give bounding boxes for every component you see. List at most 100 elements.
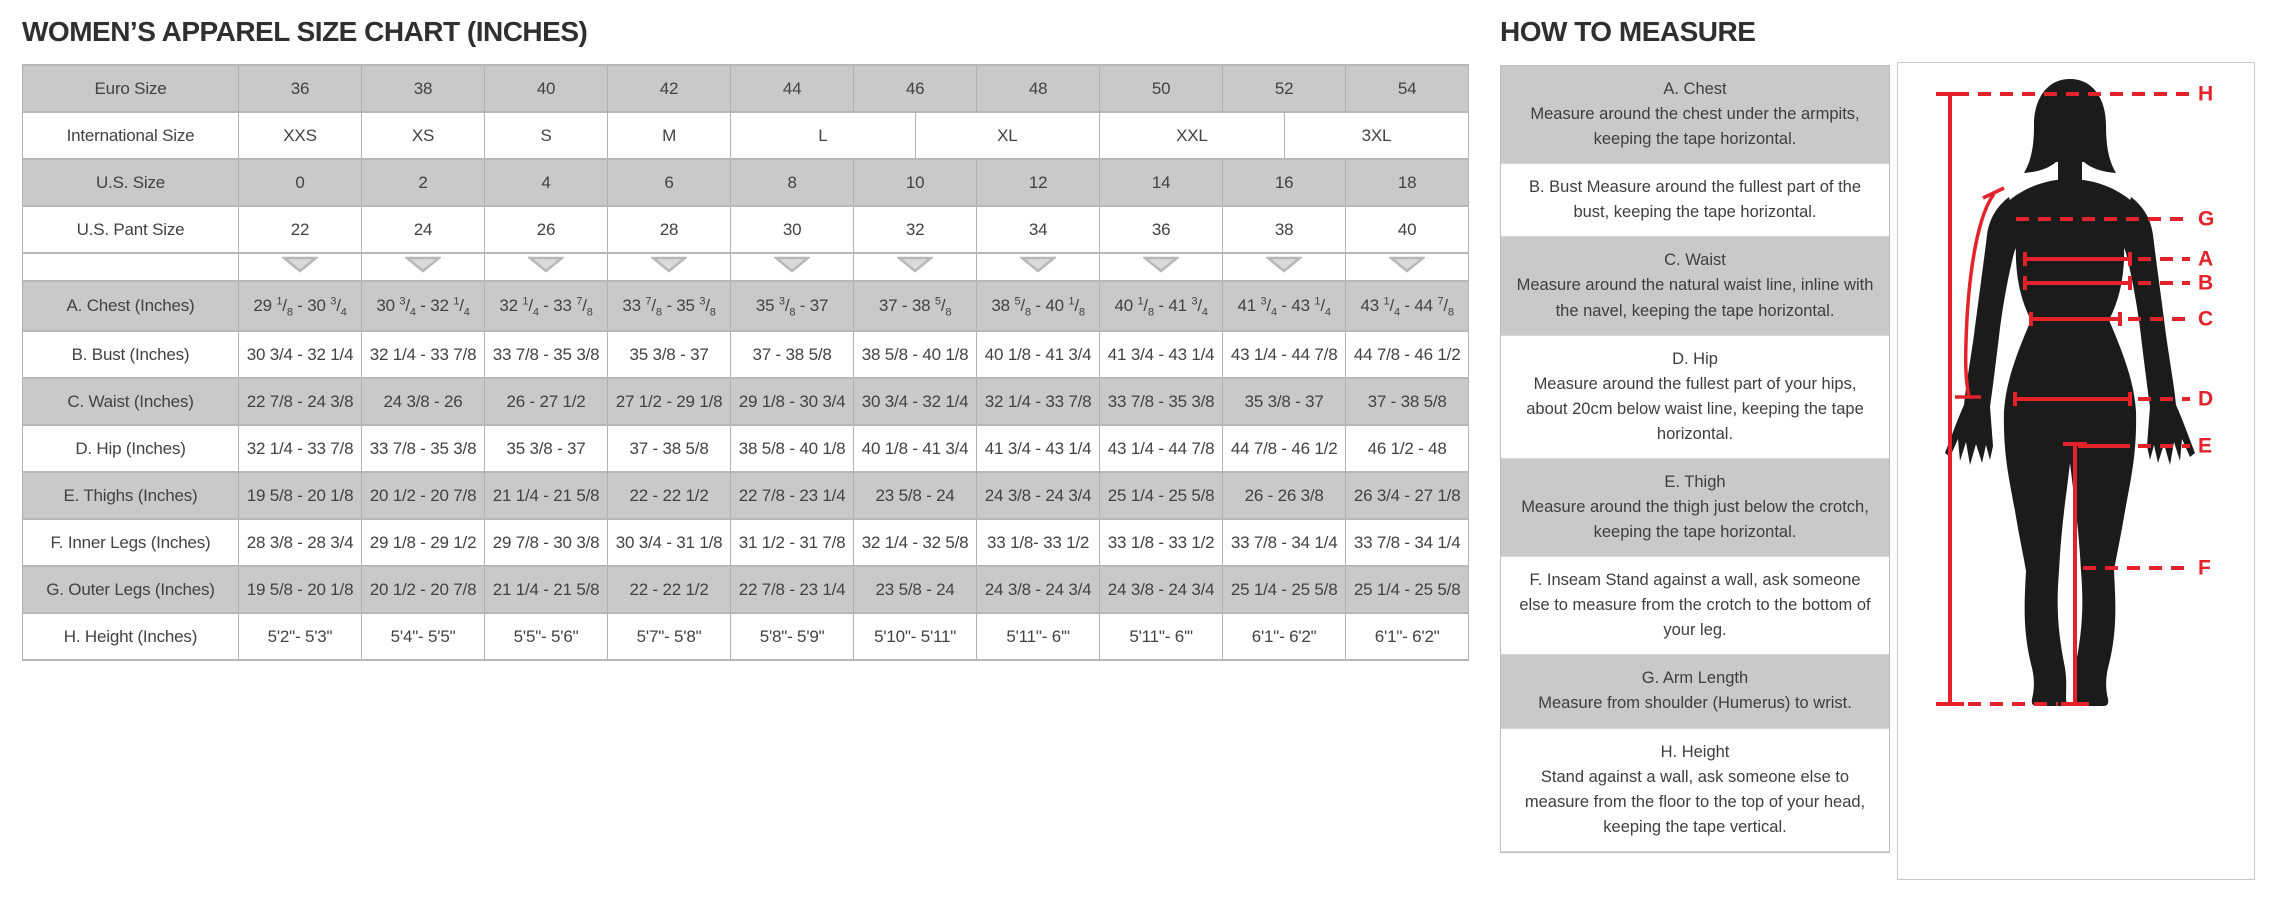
table-cell: 24 — [361, 205, 486, 254]
measure-instruction-title: D. Hip — [1672, 349, 1718, 368]
table-row: F. Inner Legs (Inches) 28 3/8 - 28 3/4 29 … — [22, 518, 1470, 567]
table-cell: 5'7"- 5'8" — [607, 612, 732, 661]
measure-instruction: A. Chest Measure around the chest under t… — [1501, 66, 1889, 165]
table-cell: 5'2"- 5'3" — [237, 612, 363, 661]
arrow-cell — [1099, 252, 1224, 282]
table-cell: 22 - 22 1/2 — [607, 565, 732, 614]
measure-instructions-list: A. Chest Measure around the chest under t… — [1500, 65, 1890, 853]
column-arrow-icon — [895, 256, 935, 273]
table-cell: 33 1/8 - 33 1/2 — [1099, 518, 1224, 567]
table-cell: 35 3/8 - 37 — [1222, 377, 1347, 426]
table-cell: 33 7/8 - 35 3/8 — [484, 330, 609, 379]
table-cell: 25 1/4 - 25 5/8 — [1222, 565, 1347, 614]
measure-instruction-text: Measure around the thigh just below the … — [1521, 498, 1869, 542]
table-cell: 34 — [976, 205, 1101, 254]
column-arrow-icon — [772, 256, 812, 273]
table-cell: 22 7/8 - 23 1/4 — [730, 565, 855, 614]
arrow-cell — [361, 252, 486, 282]
column-arrow-icon — [280, 256, 320, 273]
table-cell: 48 — [976, 64, 1101, 113]
row-label: D. Hip (Inches) — [22, 424, 239, 473]
table-cell: 37 - 38 5/8 — [607, 424, 732, 473]
table-cell: 38 5/8 - 40 1/8 — [730, 424, 855, 473]
table-cell: 24 3/8 - 24 3/4 — [1099, 565, 1224, 614]
table-cell: M — [607, 111, 732, 160]
table-cell: 22 — [237, 205, 363, 254]
figure-label-H: H — [2198, 83, 2213, 106]
table-cell: 41 3/4 - 43 1/4 — [1222, 280, 1347, 332]
table-cell: 33 7/8 - 35 3/8 — [607, 280, 732, 332]
table-cell: 40 — [1345, 205, 1470, 254]
row-label: B. Bust (Inches) — [22, 330, 239, 379]
table-cell: 37 - 38 5/8 — [853, 280, 978, 332]
measure-instruction-text: Stand against a wall, ask someone else t… — [1524, 767, 1866, 836]
measure-instruction-title: A. Chest — [1663, 80, 1727, 98]
table-cell: 33 7/8 - 35 3/8 — [361, 424, 486, 473]
table-cell: 36 — [1099, 205, 1224, 254]
row-label: G. Outer Legs (Inches) — [22, 565, 239, 614]
table-cell: 28 — [607, 205, 732, 254]
table-cell: 35 3/8 - 37 — [730, 280, 855, 332]
table-row: International Size XXS XS S M L XL XXL 3XL — [22, 111, 1470, 160]
table-cell: 16 — [1222, 158, 1347, 207]
measure-instruction: C. Waist Measure around the natural waist… — [1501, 237, 1889, 336]
table-cell: 22 7/8 - 23 1/4 — [730, 471, 855, 520]
column-arrow-icon — [526, 256, 566, 273]
arrow-cell — [976, 252, 1101, 282]
table-row: E. Thighs (Inches) 19 5/8 - 20 1/8 20 1/2 … — [22, 471, 1470, 520]
figure-label-F: F — [2198, 557, 2211, 580]
row-label: C. Waist (Inches) — [22, 377, 239, 426]
table-cell: 54 — [1345, 64, 1470, 113]
table-row: D. Hip (Inches) 32 1/4 - 33 7/8 33 7/8 - 3… — [22, 424, 1470, 473]
table-cell: 30 3/4 - 31 1/8 — [607, 518, 732, 567]
table-cell: 37 - 38 5/8 — [1345, 377, 1470, 426]
figure-label-G: G — [2198, 208, 2214, 231]
table-cell: 46 1/2 - 48 — [1345, 424, 1470, 473]
table-cell: 30 3/4 - 32 1/4 — [237, 330, 363, 379]
table-cell: 29 1/8 - 30 3/4 — [730, 377, 855, 426]
column-arrow-icon — [403, 256, 443, 273]
table-cell: 41 3/4 - 43 1/4 — [1099, 330, 1224, 379]
table-cell: 5'11"- 6'" — [1099, 612, 1224, 661]
column-arrow-icon — [1264, 256, 1304, 273]
table-cell: 10 — [853, 158, 978, 207]
table-cell: 6'1"- 6'2" — [1222, 612, 1347, 661]
measurement-lines — [1936, 92, 2190, 706]
table-cell: 32 1/4 - 33 7/8 — [237, 424, 363, 473]
column-arrow-icon — [1018, 256, 1058, 273]
table-cell: XL — [914, 111, 1101, 160]
figure-label-B: B — [2198, 272, 2213, 295]
measure-instruction: G. Arm Length Measure from shoulder (Hume… — [1501, 655, 1889, 729]
figure-label-E: E — [2198, 435, 2212, 458]
table-cell: 5'5"- 5'6" — [484, 612, 609, 661]
column-arrow-icon — [649, 256, 689, 273]
table-cell: 18 — [1345, 158, 1470, 207]
arrow-cell — [607, 252, 732, 282]
arrow-cell — [853, 252, 978, 282]
table-cell: 29 1/8 - 30 3/4 — [237, 280, 363, 332]
table-cell: 21 1/4 - 21 5/8 — [484, 471, 609, 520]
table-row — [22, 252, 1470, 282]
table-cell: 6'1"- 6'2" — [1345, 612, 1470, 661]
table-cell: 8 — [730, 158, 855, 207]
how-to-measure-title: HOW TO MEASURE — [1500, 16, 1756, 47]
row-label: Euro Size — [22, 64, 239, 113]
table-cell: 20 1/2 - 20 7/8 — [361, 471, 486, 520]
table-cell: 31 1/2 - 31 7/8 — [730, 518, 855, 567]
table-cell: 50 — [1099, 64, 1224, 113]
table-cell: 33 7/8 - 34 1/4 — [1345, 518, 1470, 567]
table-cell: 27 1/2 - 29 1/8 — [607, 377, 732, 426]
table-cell: 26 - 27 1/2 — [484, 377, 609, 426]
table-cell: 40 — [484, 64, 609, 113]
table-cell: S — [484, 111, 609, 160]
table-cell: 26 — [484, 205, 609, 254]
row-label: F. Inner Legs (Inches) — [22, 518, 239, 567]
measure-instruction: D. Hip Measure around the fullest part of… — [1501, 335, 1889, 459]
table-cell: 23 5/8 - 24 — [853, 565, 978, 614]
table-cell: 23 5/8 - 24 — [853, 471, 978, 520]
table-cell: 33 7/8 - 34 1/4 — [1222, 518, 1347, 567]
table-cell: 46 — [853, 64, 978, 113]
